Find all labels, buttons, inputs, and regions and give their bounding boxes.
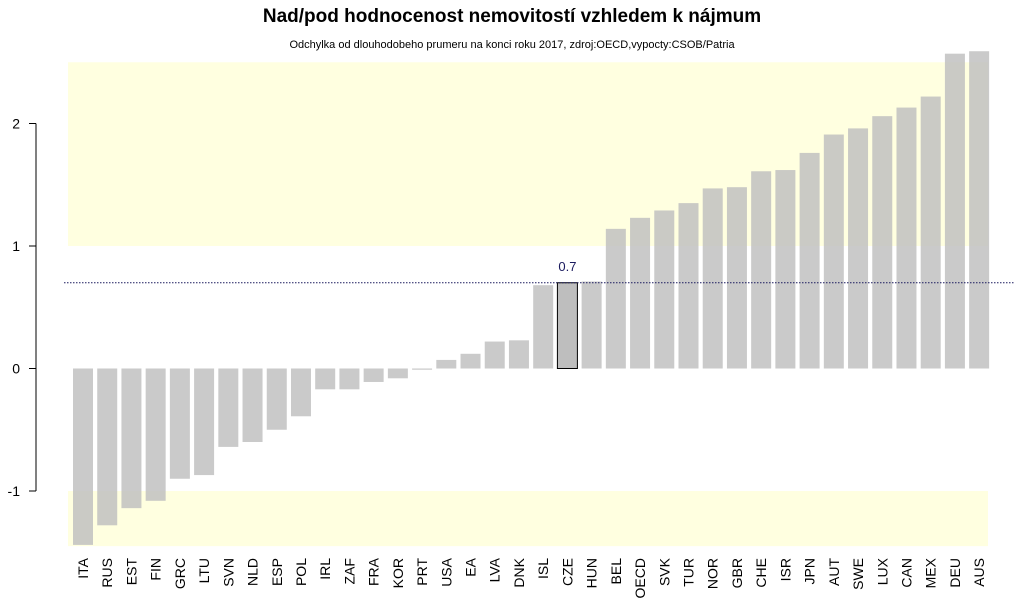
bar-hun xyxy=(581,281,602,369)
bar-lva xyxy=(484,341,505,369)
x-tick-label-hun: HUN xyxy=(584,558,600,588)
bar-tur xyxy=(678,203,699,369)
bar-bel xyxy=(605,228,626,369)
bar-esp xyxy=(266,368,287,430)
x-tick-label-rus: RUS xyxy=(99,558,115,588)
bar-prt xyxy=(412,368,433,370)
bar-svn xyxy=(218,368,239,447)
bar-isl xyxy=(533,285,554,369)
bar-che xyxy=(751,171,772,369)
x-tick-label-cze: CZE xyxy=(559,558,575,586)
band-1 xyxy=(68,491,988,547)
bar-nld xyxy=(242,368,263,442)
x-tick-label-swe: SWE xyxy=(850,558,866,590)
bar-pol xyxy=(290,368,311,417)
bar-oecd xyxy=(630,217,651,369)
x-tick-label-ita: ITA xyxy=(75,557,91,578)
y-tick-label-0: 0 xyxy=(12,361,20,377)
x-tick-label-irl: IRL xyxy=(317,558,333,580)
x-tick-label-nor: NOR xyxy=(705,558,721,589)
x-tick-label-deu: DEU xyxy=(947,558,963,588)
x-tick-label-nld: NLD xyxy=(245,558,261,586)
x-tick-label-svk: SVK xyxy=(656,557,672,586)
x-tick-label-isl: ISL xyxy=(535,558,551,579)
bar-ita xyxy=(73,368,93,545)
bar-deu xyxy=(944,53,965,369)
bar-can xyxy=(896,107,917,369)
x-tick-label-mex: MEX xyxy=(923,557,939,588)
x-tick-label-tur: TUR xyxy=(681,558,697,587)
x-tick-label-oecd: OECD xyxy=(632,558,648,598)
data-label-cze: 0.7 xyxy=(558,259,576,274)
x-tick-label-jpn: JPN xyxy=(802,558,818,584)
bar-lux xyxy=(872,116,893,369)
bar-usa xyxy=(436,359,457,369)
bar-rus xyxy=(97,368,118,526)
y-tick-label--1: -1 xyxy=(8,483,21,499)
bar-kor xyxy=(387,368,408,379)
x-tick-label-ea: EA xyxy=(463,557,479,576)
bar-irl xyxy=(315,368,336,390)
bar-est xyxy=(121,368,142,509)
bar-dnk xyxy=(508,340,529,369)
x-tick-label-gbr: GBR xyxy=(729,558,745,588)
x-tick-label-ltu: LTU xyxy=(196,558,212,583)
x-tick-label-che: CHE xyxy=(753,558,769,588)
chart-subtitle: Odchylka od dlouhodobeho prumeru na konc… xyxy=(289,39,735,51)
bar-jpn xyxy=(799,152,820,369)
bar-fin xyxy=(145,368,166,501)
bar-aus xyxy=(969,51,990,369)
x-tick-label-svn: SVN xyxy=(220,558,236,587)
x-tick-label-can: CAN xyxy=(898,558,914,588)
x-tick-label-lux: LUX xyxy=(874,557,890,585)
bar-ltu xyxy=(194,368,215,476)
bar-swe xyxy=(848,128,869,369)
bar-svk xyxy=(654,210,675,369)
bar-gbr xyxy=(726,187,747,369)
x-tick-label-esp: ESP xyxy=(269,558,285,586)
y-tick-label-2: 2 xyxy=(12,116,20,132)
x-tick-label-zaf: ZAF xyxy=(341,558,357,584)
bar-nor xyxy=(702,188,723,369)
bar-fra xyxy=(363,368,384,382)
bar-mex xyxy=(920,96,941,369)
bar-zaf xyxy=(339,368,360,390)
x-tick-label-isr: ISR xyxy=(777,558,793,581)
x-tick-label-bel: BEL xyxy=(608,558,624,585)
x-tick-label-lva: LVA xyxy=(487,557,503,582)
chart-title: Nad/pod hodnocenost nemovitostí vzhledem… xyxy=(262,6,762,27)
x-tick-label-dnk: DNK xyxy=(511,557,527,587)
bar-isr xyxy=(775,170,796,369)
y-tick-label-1: 1 xyxy=(12,238,20,254)
x-tick-label-fra: FRA xyxy=(366,557,382,586)
x-tick-label-kor: KOR xyxy=(390,558,406,588)
x-tick-label-pol: POL xyxy=(293,558,309,586)
bar-cze xyxy=(556,282,578,369)
bar-grc xyxy=(169,368,190,479)
x-tick-label-aut: AUT xyxy=(826,558,842,586)
bar-aut xyxy=(823,134,844,369)
x-tick-label-aus: AUS xyxy=(971,558,987,587)
x-tick-label-est: EST xyxy=(123,558,139,586)
x-tick-label-grc: GRC xyxy=(172,558,188,589)
bar-ea xyxy=(460,353,481,369)
x-tick-label-fin: FIN xyxy=(148,558,164,581)
x-tick-label-prt: PRT xyxy=(414,558,430,586)
x-tick-label-usa: USA xyxy=(438,557,454,586)
